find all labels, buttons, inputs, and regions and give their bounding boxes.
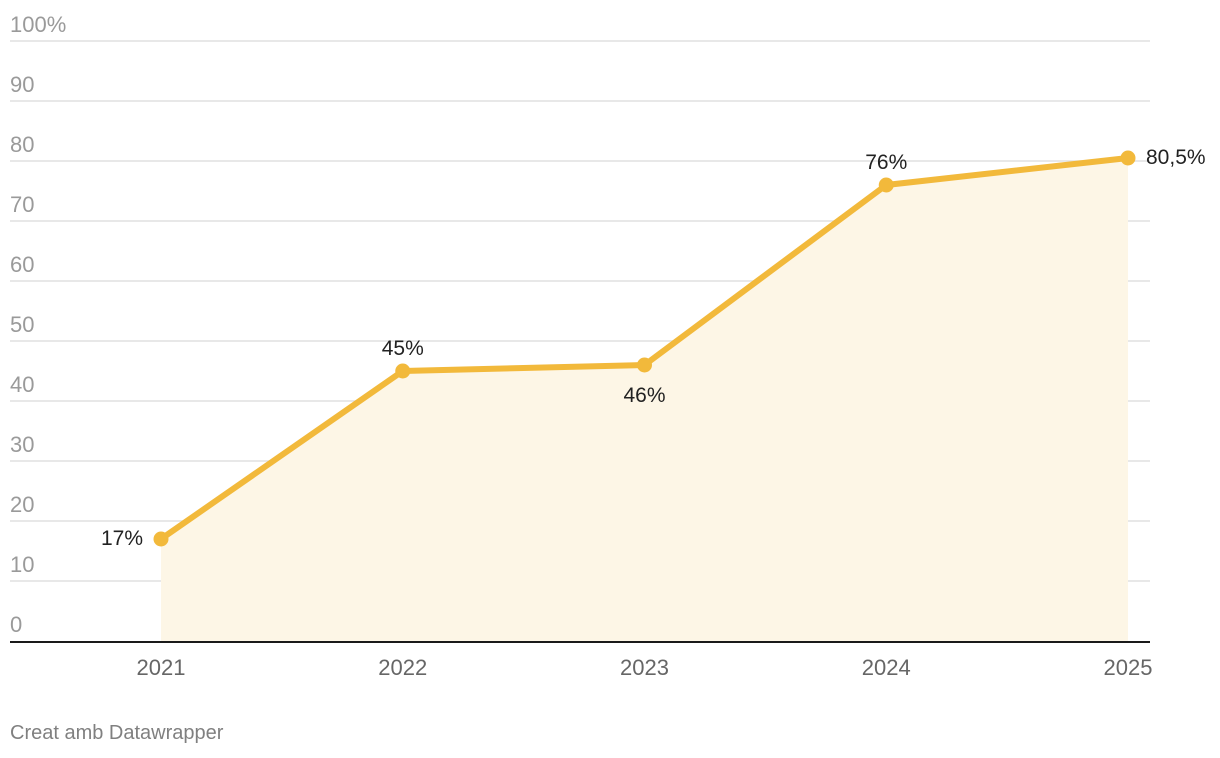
data-point-2025 (1120, 150, 1136, 166)
data-point-2022 (395, 363, 411, 379)
x-tick-label-2022: 2022 (378, 655, 427, 680)
y-tick-label-60: 60 (10, 252, 34, 277)
data-label-2024: 76% (865, 151, 907, 174)
x-tick-label-2023: 2023 (620, 655, 669, 680)
data-label-2023: 46% (623, 384, 665, 407)
y-tick-label-80: 80 (10, 132, 34, 157)
data-label-2025: 80,5% (1146, 146, 1206, 169)
y-tick-label-20: 20 (10, 492, 34, 517)
data-label-2021: 17% (101, 527, 143, 550)
y-tick-label-0: 0 (10, 612, 22, 637)
y-tick-label-70: 70 (10, 192, 34, 217)
line-area-chart: 100% 90 80 70 60 50 40 30 20 10 0 17% 45% 46% 76% 80,5… (10, 12, 1206, 680)
y-tick-label-10: 10 (10, 552, 34, 577)
x-tick-label-2021: 2021 (137, 655, 186, 680)
area-fill-layer (161, 158, 1128, 641)
data-point-2024 (878, 177, 894, 193)
x-tick-label-2024: 2024 (862, 655, 911, 680)
y-tick-label-50: 50 (10, 312, 34, 337)
data-labels-layer: 17% 45% 46% 76% 80,5% (101, 146, 1206, 550)
y-tick-label-100: 100% (10, 12, 66, 37)
footer-credit: Creat amb Datawrapper (10, 722, 224, 744)
y-tick-label-30: 30 (10, 432, 34, 457)
data-point-2021 (153, 531, 169, 547)
data-point-2023 (637, 357, 652, 373)
y-tick-label-90: 90 (10, 72, 34, 97)
data-label-2022: 45% (382, 337, 424, 360)
y-tick-label-40: 40 (10, 372, 34, 397)
x-axis: 2021 2022 2023 2024 2025 (10, 641, 1153, 680)
data-points-layer (153, 150, 1136, 547)
series-area-fill (161, 158, 1128, 641)
x-tick-label-2025: 2025 (1104, 655, 1153, 680)
